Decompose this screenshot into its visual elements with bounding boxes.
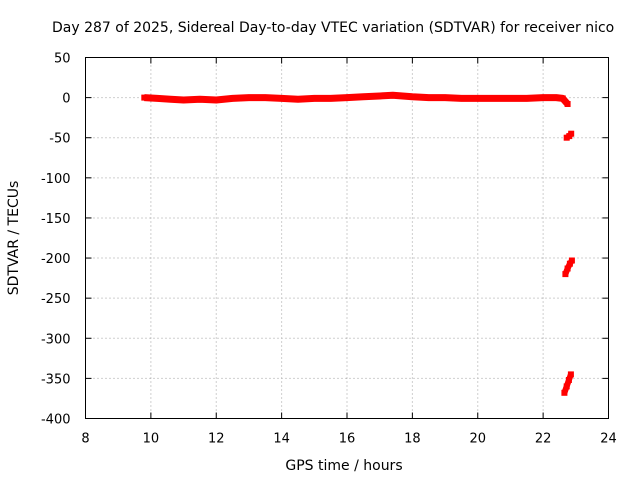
data-point: [565, 377, 572, 383]
x-tick-label: 16: [339, 432, 356, 447]
data-point: [507, 95, 514, 102]
data-point: [327, 95, 334, 102]
data-point: [561, 389, 568, 396]
data-point: [360, 93, 367, 100]
x-axis-ticks: 8 10 12 14 16 18 20 22 24: [81, 57, 617, 447]
data-point: [491, 95, 498, 102]
data-point: [245, 94, 252, 101]
data-point: [262, 94, 269, 101]
data-point: [458, 95, 465, 102]
data-point: [376, 93, 383, 99]
plot-frame: [85, 57, 609, 419]
data-point: [180, 97, 187, 103]
data-point: [425, 94, 432, 101]
data-point: [562, 271, 569, 278]
y-tick-label: -350: [41, 372, 71, 387]
x-tick-label: 14: [273, 432, 290, 447]
x-axis-label: GPS time / hours: [285, 458, 402, 474]
y-tick-label: -200: [41, 252, 71, 267]
data-point: [344, 94, 350, 101]
data-point: [213, 97, 220, 103]
y-tick-label: -150: [41, 212, 71, 227]
data-point: [568, 130, 575, 137]
data-series: [141, 91, 575, 396]
data-point: [564, 265, 571, 272]
y-tick-label: -250: [41, 292, 71, 307]
data-point: [568, 257, 575, 264]
x-tick-label: 8: [81, 432, 89, 447]
y-tick-label: 50: [54, 52, 71, 67]
y-tick-label: -50: [49, 132, 70, 147]
y-tick-label: 0: [62, 92, 70, 107]
chart-title: Day 287 of 2025, Sidereal Day-to-day VTE…: [52, 20, 614, 36]
x-tick-label: 18: [404, 432, 421, 447]
x-tick-label: 12: [208, 432, 225, 447]
x-tick-label: 20: [469, 432, 486, 447]
data-point: [295, 96, 301, 103]
x-tick-label: 10: [143, 432, 160, 447]
x-tick-label: 24: [600, 432, 617, 447]
data-point: [278, 95, 285, 102]
data-point: [563, 383, 570, 390]
data-point: [409, 93, 416, 100]
grid-lines: [85, 57, 609, 419]
data-point: [523, 95, 530, 102]
data-point: [167, 96, 174, 103]
data-point: [564, 101, 571, 107]
data-point: [567, 371, 574, 378]
data-point: [474, 95, 481, 102]
data-point: [389, 92, 396, 99]
data-point: [141, 94, 148, 101]
data-point: [559, 95, 566, 102]
y-tick-label: -300: [41, 332, 71, 347]
y-tick-label: -400: [41, 413, 71, 428]
y-tick-label: -100: [41, 172, 71, 187]
y-axis-ticks: 50 0 -50 -100 -150 -200 -250 -300 -350 -400: [41, 52, 609, 428]
data-point: [196, 96, 203, 103]
data-point: [154, 95, 161, 102]
data-point: [566, 260, 573, 267]
data-point: [553, 94, 560, 101]
data-point: [442, 94, 449, 101]
x-tick-label: 22: [535, 432, 552, 447]
data-point: [311, 95, 318, 102]
data-point: [540, 94, 547, 101]
data-point: [229, 95, 236, 102]
y-axis-label: SDTVAR / TECUs: [6, 181, 22, 296]
series-segment: [144, 91, 571, 107]
